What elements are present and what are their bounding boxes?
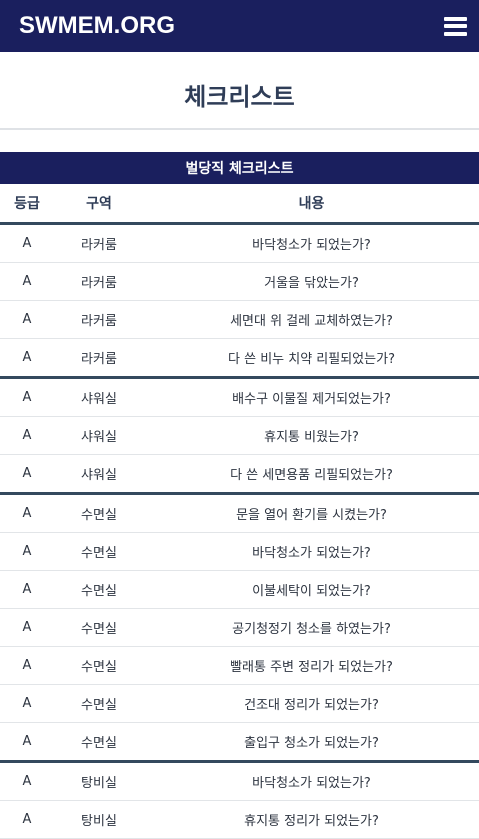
cell-area: 탕비실 (54, 761, 144, 801)
cell-area: 샤워실 (54, 454, 144, 495)
cell-grade: A (0, 761, 54, 801)
page-title: 체크리스트 (184, 82, 295, 111)
hamburger-menu-icon[interactable] (444, 16, 467, 36)
cell-grade: A (0, 338, 54, 379)
cell-content: 건조대 정리가 되었는가? (144, 684, 479, 723)
table-row: A 수면실 건조대 정리가 되었는가? (0, 684, 479, 723)
cell-grade: A (0, 608, 54, 647)
page-header: 체크리스트 (0, 52, 479, 130)
checklist-section: 벌당직 체크리스트 등급 구역 내용 A 라커룸 바닥청소가 되었는가? A 라커룸 거울… (0, 152, 479, 839)
cell-grade: A (0, 377, 54, 417)
table-row: A 샤워실 다 쓴 세면용품 리필되었는가? (0, 454, 479, 495)
column-header-grade: 등급 (0, 184, 54, 225)
cell-grade: A (0, 570, 54, 609)
cell-grade: A (0, 646, 54, 685)
column-header-content: 내용 (144, 184, 479, 225)
cell-grade: A (0, 532, 54, 571)
cell-grade: A (0, 262, 54, 301)
cell-content: 휴지통 정리가 되었는가? (144, 800, 479, 839)
cell-content: 배수구 이물질 제거되었는가? (144, 377, 479, 417)
cell-grade: A (0, 493, 54, 533)
cell-content: 바닥청소가 되었는가? (144, 223, 479, 263)
cell-area: 수면실 (54, 493, 144, 533)
cell-area: 수면실 (54, 722, 144, 763)
cell-grade: A (0, 454, 54, 495)
checklist-title: 벌당직 체크리스트 (0, 152, 479, 184)
table-row: A 수면실 공기청정기 청소를 하였는가? (0, 608, 479, 647)
cell-grade: A (0, 223, 54, 263)
table-row: A 수면실 빨래통 주변 정리가 되었는가? (0, 646, 479, 685)
table-row: A 라커룸 거울을 닦았는가? (0, 262, 479, 301)
cell-area: 라커룸 (54, 223, 144, 263)
column-header-area: 구역 (54, 184, 144, 225)
cell-grade: A (0, 300, 54, 339)
cell-content: 바닥청소가 되었는가? (144, 532, 479, 571)
table-row: A 샤워실 배수구 이물질 제거되었는가? (0, 377, 479, 417)
cell-content: 공기청정기 청소를 하였는가? (144, 608, 479, 647)
cell-area: 라커룸 (54, 262, 144, 301)
cell-content: 이불세탁이 되었는가? (144, 570, 479, 609)
cell-area: 수면실 (54, 608, 144, 647)
cell-content: 다 쓴 비누 치약 리필되었는가? (144, 338, 479, 379)
cell-area: 탕비실 (54, 800, 144, 839)
cell-area: 수면실 (54, 684, 144, 723)
cell-grade: A (0, 722, 54, 763)
cell-grade: A (0, 416, 54, 455)
cell-content: 출입구 청소가 되었는가? (144, 722, 479, 763)
table-row: A 탕비실 바닥청소가 되었는가? (0, 761, 479, 801)
cell-content: 휴지통 비웠는가? (144, 416, 479, 455)
cell-content: 다 쓴 세면용품 리필되었는가? (144, 454, 479, 495)
table-header-row: 등급 구역 내용 (0, 184, 479, 225)
table-row: A 수면실 이불세탁이 되었는가? (0, 570, 479, 609)
table-row: A 샤워실 휴지통 비웠는가? (0, 416, 479, 455)
cell-area: 수면실 (54, 570, 144, 609)
cell-area: 수면실 (54, 646, 144, 685)
cell-area: 수면실 (54, 532, 144, 571)
cell-area: 샤워실 (54, 377, 144, 417)
checklist-body: A 라커룸 바닥청소가 되었는가? A 라커룸 거울을 닦았는가? A 라커룸 세면대 위 걸레… (0, 223, 479, 839)
table-row: A 라커룸 세면대 위 걸레 교체하였는가? (0, 300, 479, 339)
table-row: A 라커룸 다 쓴 비누 치약 리필되었는가? (0, 338, 479, 379)
table-row: A 수면실 바닥청소가 되었는가? (0, 532, 479, 571)
cell-grade: A (0, 800, 54, 839)
brand-logo-link[interactable]: SWMEM.ORG (19, 12, 175, 39)
cell-grade: A (0, 684, 54, 723)
checklist-table: 등급 구역 내용 A 라커룸 바닥청소가 되었는가? A 라커룸 거울을 닦았는가? A 라커… (0, 184, 479, 839)
cell-area: 라커룸 (54, 338, 144, 379)
cell-area: 샤워실 (54, 416, 144, 455)
table-row: A 수면실 출입구 청소가 되었는가? (0, 722, 479, 763)
table-row: A 탕비실 휴지통 정리가 되었는가? (0, 800, 479, 839)
cell-area: 라커룸 (54, 300, 144, 339)
cell-content: 빨래통 주변 정리가 되었는가? (144, 646, 479, 685)
cell-content: 문을 열어 환기를 시켰는가? (144, 493, 479, 533)
cell-content: 세면대 위 걸레 교체하였는가? (144, 300, 479, 339)
table-row: A 수면실 문을 열어 환기를 시켰는가? (0, 493, 479, 533)
table-row: A 라커룸 바닥청소가 되었는가? (0, 223, 479, 263)
navbar: SWMEM.ORG (0, 0, 479, 52)
cell-content: 거울을 닦았는가? (144, 262, 479, 301)
cell-content: 바닥청소가 되었는가? (144, 761, 479, 801)
